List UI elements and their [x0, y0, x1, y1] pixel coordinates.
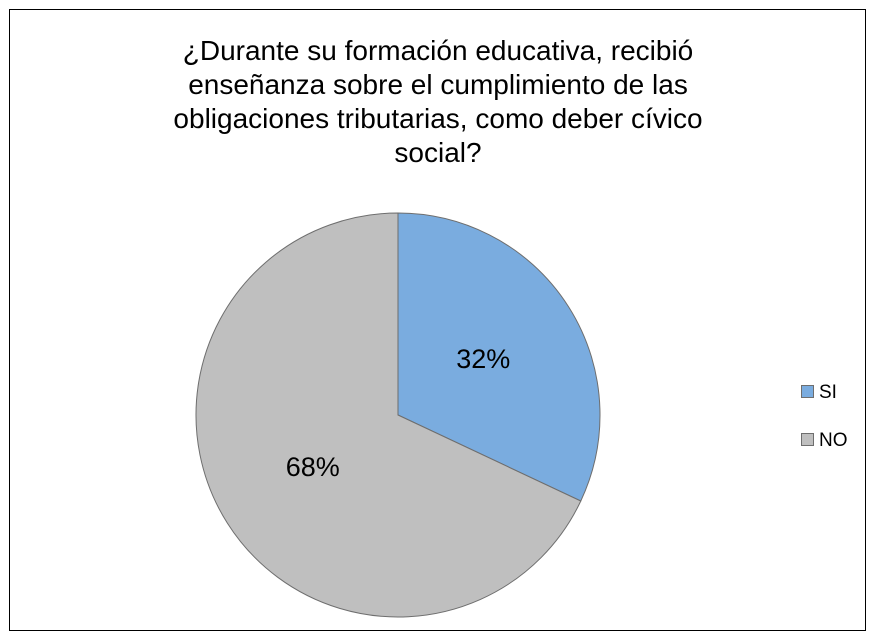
pie-slice [397, 212, 601, 502]
data-label: 32% [456, 344, 510, 374]
pie-slice [195, 212, 582, 618]
legend-swatch [801, 385, 814, 398]
data-label: 68% [286, 452, 340, 482]
legend-label: NO [819, 430, 848, 451]
chart-title: ¿Durante su formación educativa, recibió… [173, 35, 703, 168]
legend-label: SI [819, 382, 837, 403]
legend-swatch [801, 433, 814, 446]
